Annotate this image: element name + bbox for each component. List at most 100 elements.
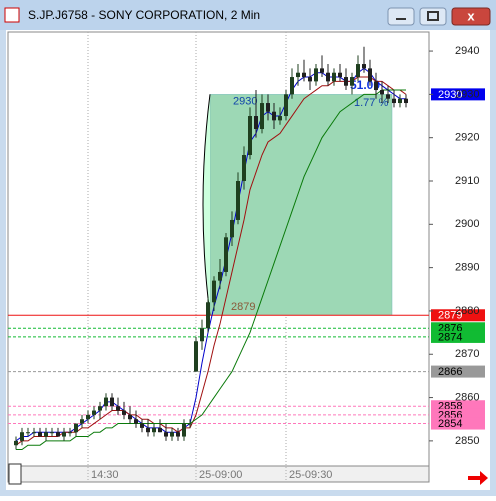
candle-body (344, 77, 348, 86)
y-tick-label: 2890 (455, 262, 479, 274)
candle-body (32, 432, 36, 434)
candle-body (14, 440, 18, 446)
candle-body (56, 432, 60, 437)
level-label: 2854 (438, 418, 462, 430)
level-label: 2930 (438, 89, 462, 101)
candle-body (38, 432, 42, 437)
y-tick-label: 2940 (455, 45, 479, 57)
time-axis (7, 465, 430, 483)
y-tick-label: 2930 (455, 88, 479, 100)
candle-body (398, 98, 402, 104)
candle-body (212, 280, 216, 303)
candle-body (236, 180, 240, 220)
candle-body (284, 94, 288, 117)
close-button[interactable] (451, 7, 491, 26)
level-tag (431, 330, 485, 343)
candle-body (404, 98, 408, 104)
candle-body (230, 219, 234, 238)
measure-percent: 1.77 % (354, 97, 388, 109)
candle-body (218, 271, 222, 281)
measure-from-label: 2879 (231, 301, 255, 313)
candle-body (254, 116, 258, 130)
candle-body (110, 397, 114, 407)
candle-body (62, 432, 66, 437)
y-tick-label: 2850 (455, 435, 479, 447)
moving-average-line (16, 89, 406, 451)
candle-body (272, 111, 276, 121)
candle-body (140, 423, 144, 428)
candle-body (308, 77, 312, 82)
candle-body (296, 72, 300, 78)
level-label: 2874 (438, 331, 462, 343)
candle-body (314, 68, 318, 82)
candle-body (20, 432, 24, 441)
candle-body (128, 414, 132, 420)
candle-body (134, 419, 138, 424)
scroll-arrow[interactable] (468, 471, 488, 485)
candle-body (386, 94, 390, 99)
y-tick-label: 2900 (455, 218, 479, 230)
window-title: S.JP.J6758 - SONY CORPORATION, 2 Min (28, 8, 260, 22)
candle-body (374, 81, 378, 91)
candle-body (194, 341, 198, 372)
y-tick-label: 2870 (455, 348, 479, 360)
candle-body (206, 302, 210, 329)
candle-body (260, 103, 264, 130)
maximize-icon (427, 11, 439, 21)
candle-body (320, 68, 324, 73)
candle-body (176, 432, 180, 437)
x-tick-label: 25-09:30 (289, 469, 332, 481)
app-icon (4, 7, 20, 23)
moving-average-line (15, 76, 407, 446)
candle-body (224, 237, 228, 272)
y-tick-label: 2860 (455, 391, 479, 403)
candle-body (80, 419, 84, 424)
candle-body (92, 410, 96, 415)
candle-body (158, 427, 162, 433)
level-tag (431, 417, 485, 430)
measure-bracket (202, 94, 211, 316)
candle-body (302, 72, 306, 78)
candle-body (290, 77, 294, 95)
candle-body (362, 64, 366, 69)
candle-body (266, 103, 270, 112)
maximize-button[interactable] (419, 7, 447, 26)
candle-body (242, 155, 246, 181)
scroll-thumb[interactable] (8, 463, 22, 485)
candle-body (332, 72, 336, 82)
x-tick-label: 25-09:00 (199, 469, 242, 481)
candle-body (44, 432, 48, 437)
y-tick-label: 2910 (455, 175, 479, 187)
minimize-button[interactable] (387, 7, 415, 26)
candle-body (350, 77, 354, 86)
level-label: 2866 (438, 366, 462, 378)
candle-body (26, 432, 30, 434)
candle-body (50, 432, 54, 434)
level-tag (431, 88, 485, 101)
measure-change: 51.00 (350, 78, 380, 92)
candle-body (116, 406, 120, 411)
candle-body (356, 64, 360, 78)
candle-body (188, 423, 192, 425)
measure-box (209, 94, 393, 316)
level-tag (431, 309, 485, 322)
candle-body (338, 72, 342, 78)
candle-body (104, 397, 108, 407)
candle-body (146, 427, 150, 433)
candle-body (326, 72, 330, 82)
candle-body (152, 427, 156, 433)
y-tick-label: 2920 (455, 132, 479, 144)
candle-body (182, 423, 186, 437)
candle-body (200, 328, 204, 342)
candle-body (164, 432, 168, 437)
moving-average-line (15, 67, 406, 442)
candle-body (248, 116, 252, 156)
candle-body (368, 68, 372, 82)
candle-body (278, 116, 282, 121)
x-tick-label: 14:30 (91, 469, 119, 481)
candle-body (170, 432, 174, 437)
candle-body (74, 423, 78, 433)
level-label: 2879 (438, 310, 462, 322)
